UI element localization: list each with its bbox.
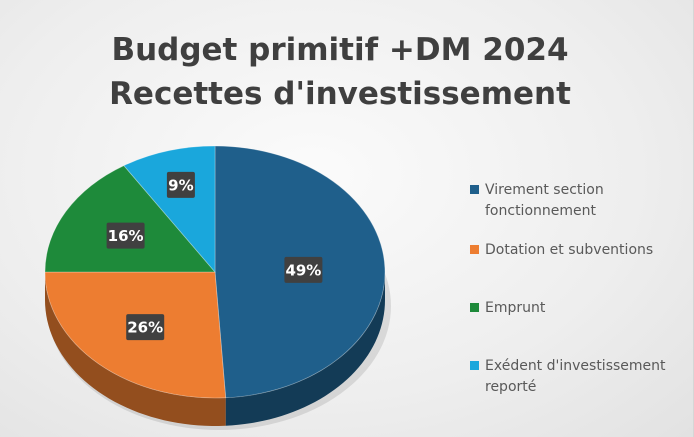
data-label-excedent: 9%	[166, 171, 195, 198]
legend-item-dotation: Dotation et subventions	[470, 240, 680, 261]
legend-label-virement: Virement section fonctionnement	[485, 182, 604, 219]
legend-label-excedent: Exédent d'investissement reporté	[485, 358, 666, 395]
pie-slice-emprunt	[44, 165, 216, 273]
data-label-box-dotation	[126, 314, 165, 341]
chart-title-line-1: Budget primitif +DM 2024	[111, 32, 569, 68]
data-label-emprunt: 16%	[106, 222, 145, 249]
legend-item-emprunt: Emprunt	[470, 298, 680, 319]
legend-item-excedent: Exédent d'investissement reporté	[470, 356, 680, 398]
data-label-text-dotation: 26%	[127, 319, 163, 337]
data-label-box-excedent	[166, 171, 195, 198]
data-label-dotation: 26%	[126, 314, 165, 341]
legend-label-dotation: Dotation et subventions	[485, 242, 654, 258]
chart-title: Budget primitif +DM 2024 Recettes d'inve…	[40, 28, 640, 116]
data-label-virement: 49%	[284, 256, 323, 283]
legend-swatch-virement	[470, 185, 479, 194]
legend-swatch-excedent	[470, 361, 479, 370]
pie-side-virement	[225, 272, 385, 426]
data-label-box-emprunt	[106, 222, 145, 249]
legend-label-emprunt: Emprunt	[485, 300, 546, 316]
data-label-box-virement	[284, 256, 323, 283]
pie-side-dotation	[45, 272, 226, 426]
legend-item-virement: Virement section fonctionnement	[470, 180, 680, 222]
chart-title-line-2: Recettes d'investissement	[109, 76, 571, 112]
data-label-text-emprunt: 16%	[108, 227, 144, 245]
data-label-text-virement: 49%	[285, 261, 321, 279]
legend-swatch-emprunt	[470, 303, 479, 312]
data-label-text-excedent: 9%	[168, 176, 193, 194]
legend-swatch-dotation	[470, 245, 479, 254]
